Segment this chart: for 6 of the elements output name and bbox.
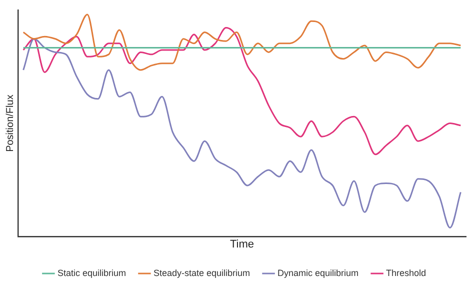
- x-axis-title: Time: [230, 238, 254, 250]
- legend-label: Static equilibrium: [57, 268, 126, 278]
- y-axis-title: Position/Flux: [4, 94, 16, 152]
- legend-label: Threshold: [386, 268, 426, 278]
- legend-label: Steady-state equilibrium: [153, 268, 250, 278]
- legend-label: Dynamic equilibrium: [278, 268, 359, 278]
